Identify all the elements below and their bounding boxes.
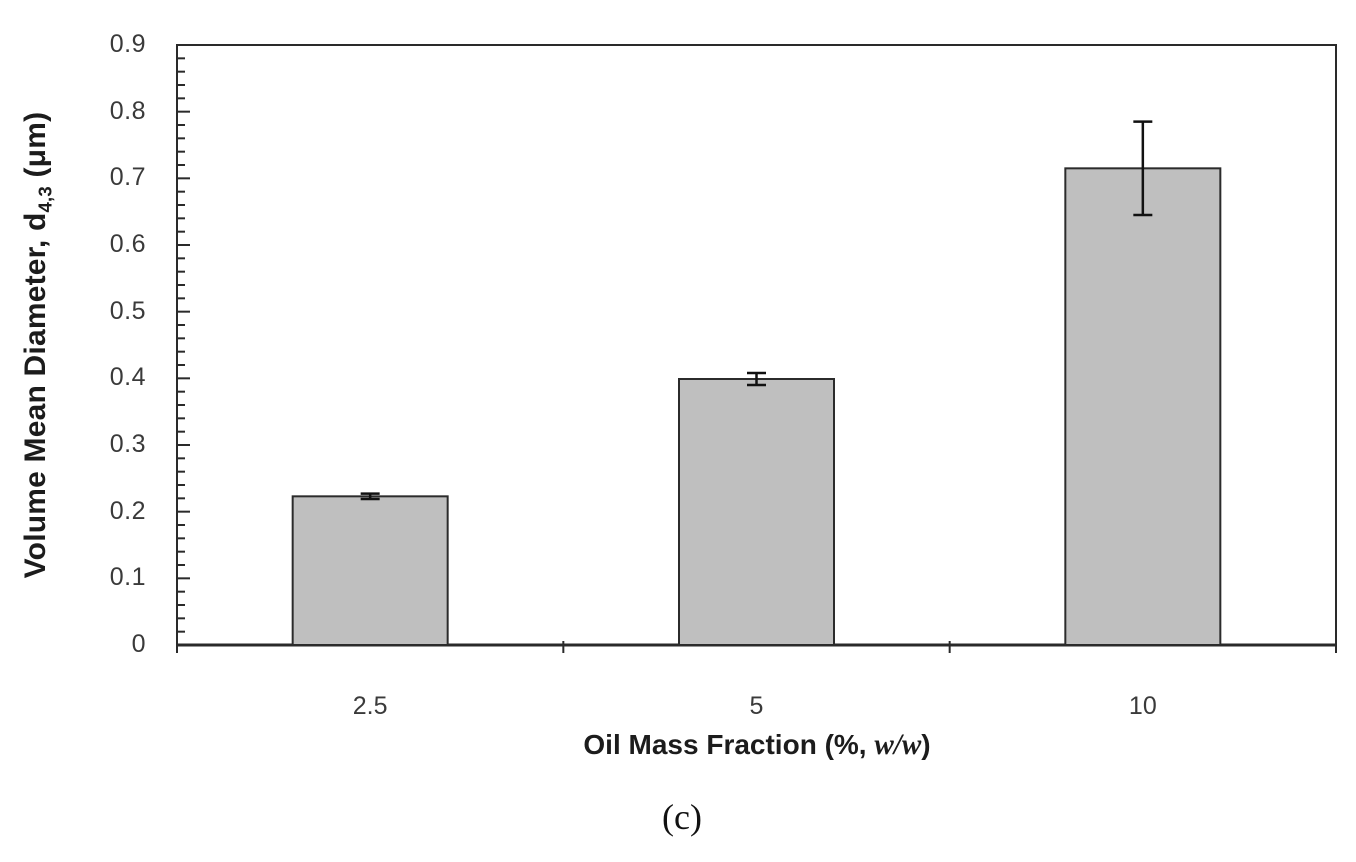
x-axis-title: Oil Mass Fraction (%, w/w)	[583, 729, 930, 762]
y-axis-title-unit: (μm)	[19, 111, 52, 187]
x-axis-title-close: )	[921, 729, 931, 760]
bar-5	[678, 378, 835, 646]
y-axis-title-text: Volume Mean Diameter, d	[19, 212, 52, 579]
figure-caption: (c)	[662, 797, 702, 837]
y-axis-title: Volume Mean Diameter, d4,3 (μm)	[19, 111, 56, 579]
y-axis-title-subscript: 4,3	[34, 186, 56, 213]
x-axis-title-text: Oil Mass Fraction (%,	[583, 729, 875, 760]
bar-2.5	[291, 495, 449, 647]
bar-10	[1064, 167, 1222, 646]
x-axis-title-italic: w/w	[874, 729, 922, 761]
